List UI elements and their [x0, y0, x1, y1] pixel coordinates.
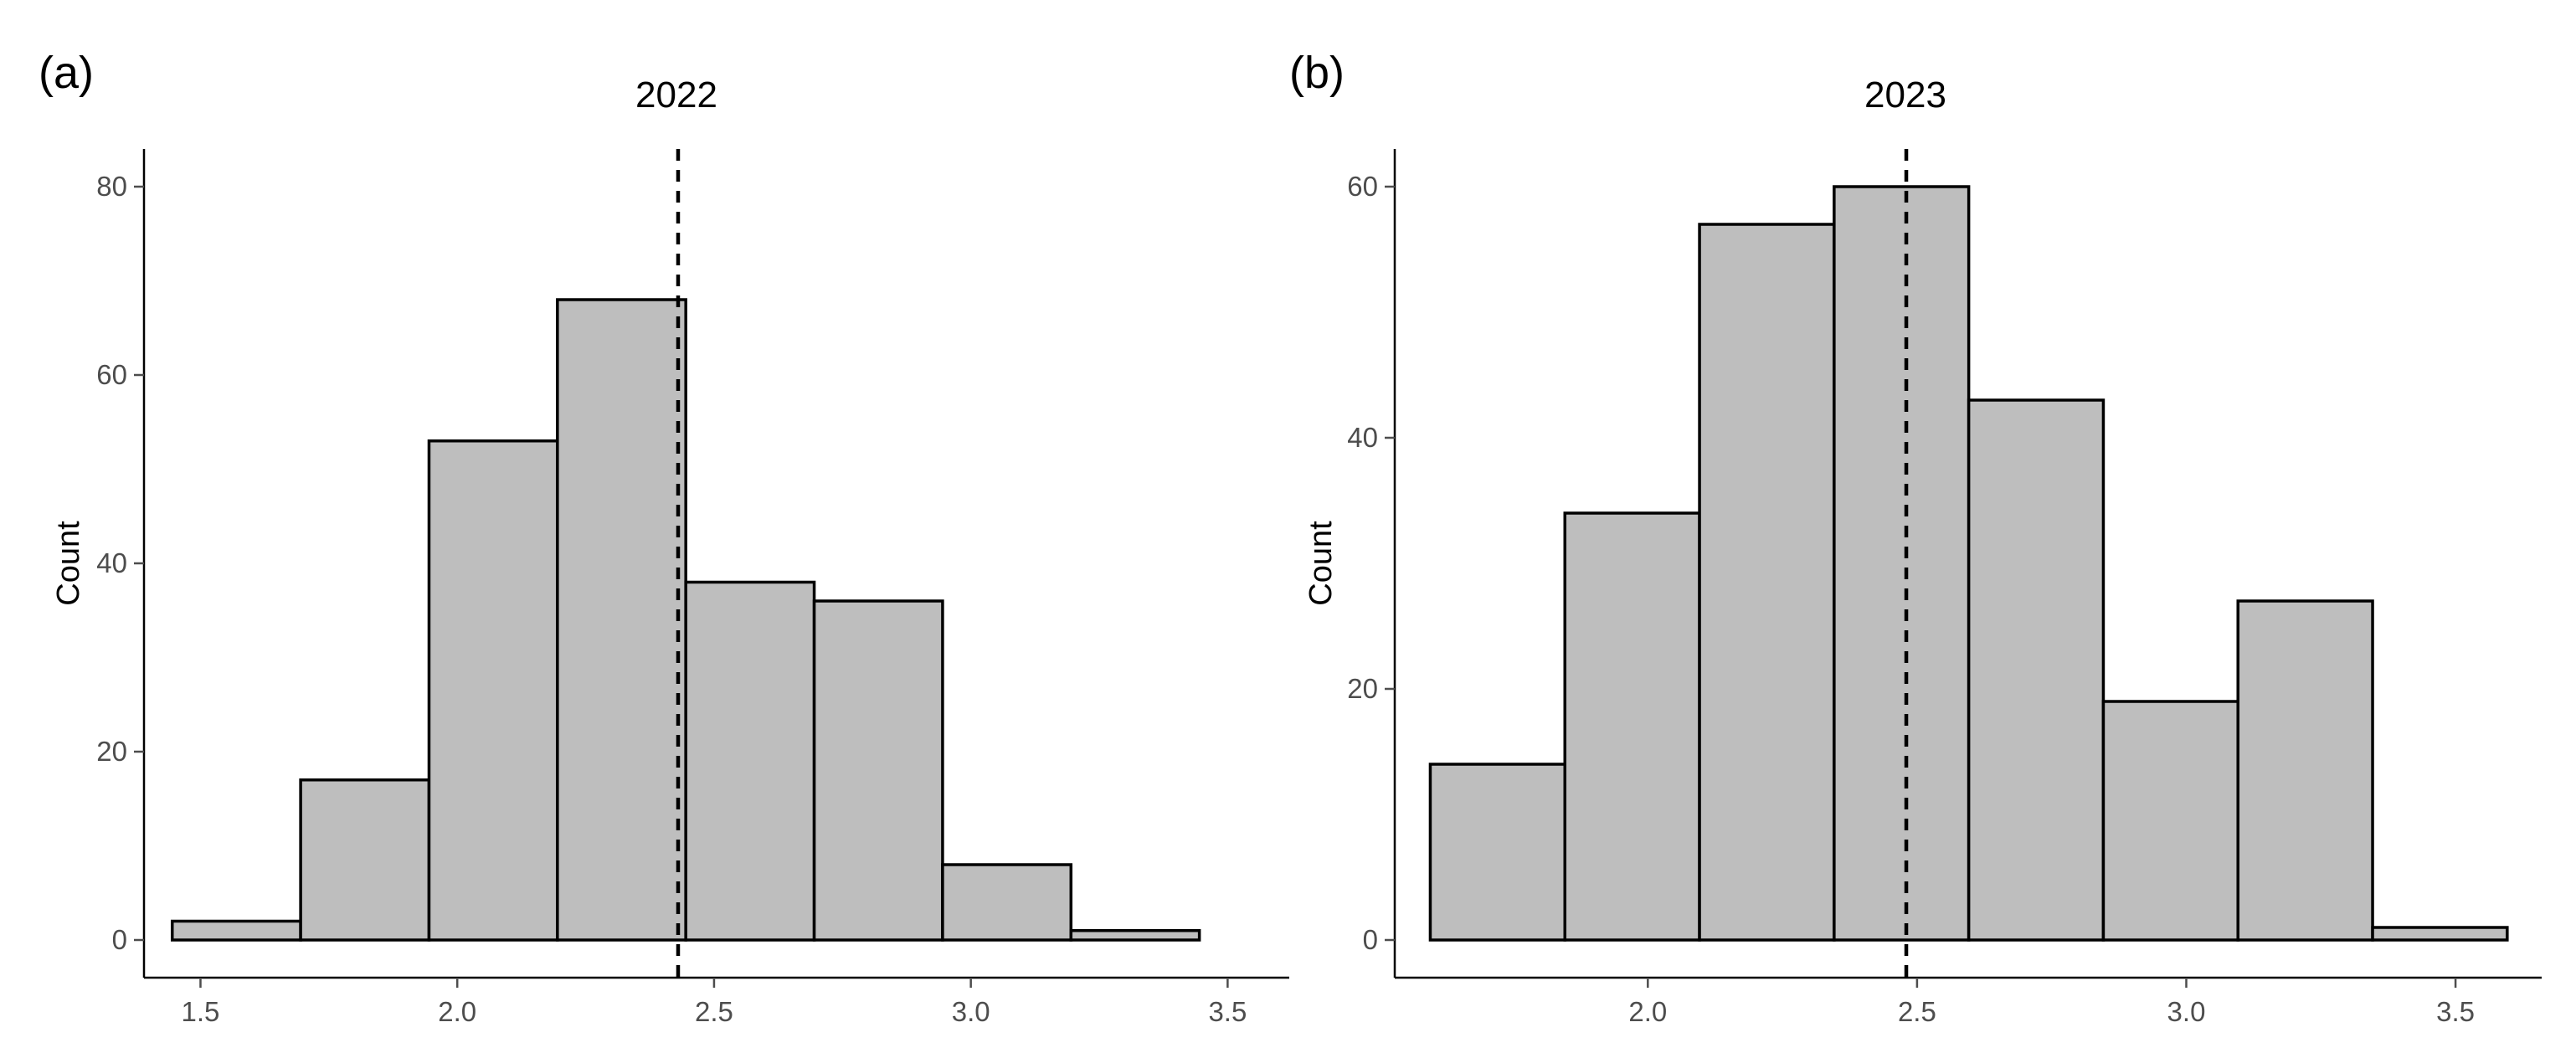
y-tick-label: 60 [1347, 171, 1378, 202]
histogram-panel-2023: (b) 2023 Count 0 20 40 60 2.0 2.5 3.0 3.5 [1289, 48, 2542, 1027]
histogram-bar [1833, 185, 1971, 942]
histogram-bar [812, 599, 944, 942]
x-tick-label: 3.0 [2167, 996, 2206, 1027]
x-ticks-group: 2.0 2.5 3.0 3.5 [1628, 978, 2475, 1027]
y-axis-label: Count [1303, 521, 1339, 606]
panel-label: (b) [1289, 48, 1345, 98]
panel-label: (a) [39, 48, 94, 98]
y-tick-label: 40 [96, 547, 127, 578]
y-ticks-group: 0 20 40 60 [1347, 171, 1395, 955]
y-tick-label: 60 [96, 359, 127, 390]
y-tick-label: 40 [1347, 422, 1378, 453]
x-tick-label: 1.5 [182, 996, 220, 1027]
x-tick-label: 2.0 [438, 996, 476, 1027]
histogram-bar [2101, 700, 2239, 942]
histogram-panel-2022: (a) 2022 Count 0 20 40 60 80 1.5 2.0 2.5 3.0 3.5 [39, 48, 1289, 1027]
y-tick-label: 20 [1347, 673, 1378, 704]
x-tick-label: 3.5 [1208, 996, 1247, 1027]
axes-group [1393, 149, 2542, 979]
histogram-bar [2236, 599, 2374, 942]
histogram-bar [1698, 223, 1836, 942]
x-tick-label: 2.5 [695, 996, 733, 1027]
histogram-bar [1563, 511, 1701, 942]
bars-group [1428, 185, 2509, 942]
histogram-bar [556, 298, 687, 942]
y-tick-label: 0 [112, 924, 127, 955]
y-tick-label: 20 [96, 736, 127, 767]
histogram-bar [2371, 926, 2509, 942]
histogram-bar [170, 919, 302, 942]
x-tick-label: 3.0 [952, 996, 990, 1027]
x-tick-label: 2.0 [1628, 996, 1667, 1027]
y-tick-label: 80 [96, 171, 127, 202]
x-ticks-group: 1.5 2.0 2.5 3.0 3.5 [182, 978, 1247, 1027]
histogram-bar [1428, 763, 1566, 942]
y-axis-label: Count [51, 521, 86, 606]
x-tick-label: 3.5 [2436, 996, 2475, 1027]
chart-title: 2022 [635, 74, 717, 116]
histogram-bar [941, 863, 1073, 942]
chart-title: 2023 [1864, 74, 1946, 116]
histogram-bar [1069, 929, 1201, 942]
y-tick-label: 0 [1363, 924, 1378, 955]
y-ticks-group: 0 20 40 60 80 [96, 171, 144, 955]
bars-group [170, 298, 1201, 942]
histogram-bar [684, 580, 816, 942]
histogram-bar [427, 439, 559, 942]
x-tick-label: 2.5 [1898, 996, 1936, 1027]
histogram-bar [1967, 398, 2106, 942]
histogram-bar [299, 778, 431, 942]
